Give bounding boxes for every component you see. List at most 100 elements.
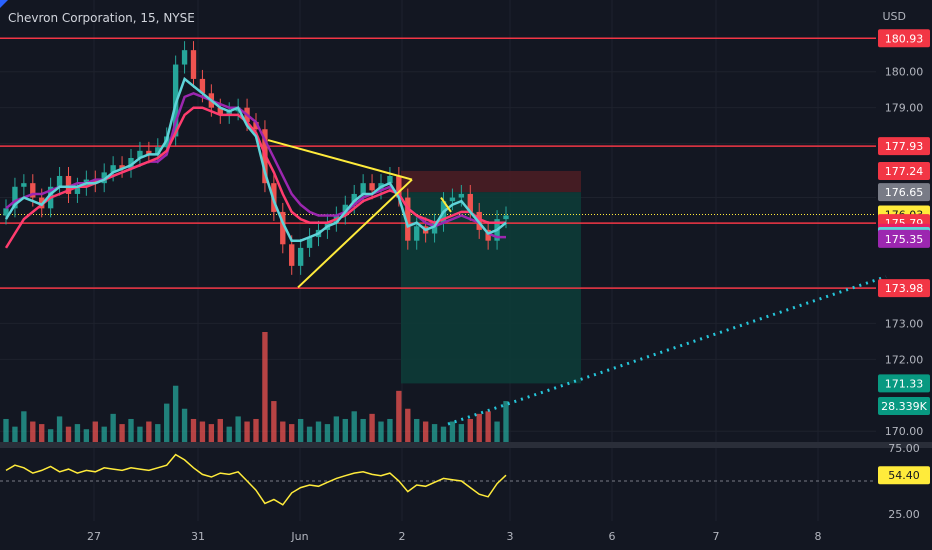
candle-body (360, 183, 366, 194)
volume-bar (467, 418, 473, 442)
time-tick-label: 6 (609, 530, 616, 543)
volume-bar (92, 421, 98, 442)
volume-bar (101, 426, 107, 442)
volume-bar (235, 416, 241, 442)
volume-bar (74, 424, 81, 442)
candle-body (128, 158, 134, 169)
volume-label-box (878, 397, 930, 415)
volume-bar (172, 385, 179, 442)
volume-bar (155, 424, 161, 442)
volume-bar (333, 416, 340, 442)
volume-bar (65, 426, 72, 442)
time-tick-label: 2 (399, 530, 406, 543)
candle-body (485, 229, 491, 241)
price-tick-label: 173.00 (885, 317, 924, 330)
rsi-value-box (878, 466, 930, 485)
candle-body (65, 175, 72, 194)
volume-bar (396, 390, 402, 442)
candle-body (110, 165, 116, 173)
volume-bar (21, 411, 27, 442)
time-tick-label: 8 (815, 530, 822, 543)
price-tick-label: 172.00 (885, 353, 924, 366)
price-label: 173.98 (885, 282, 924, 295)
volume-bar (164, 403, 170, 442)
candle-body (351, 193, 357, 205)
volume-bar (208, 424, 215, 442)
candle-body (458, 193, 465, 198)
trendline-lower (297, 178, 413, 289)
position-stop-zone (401, 170, 581, 193)
candle-body (289, 244, 295, 266)
volume-bar (494, 421, 500, 442)
volume-bar (431, 424, 438, 442)
time-tick-label: 27 (87, 530, 101, 543)
volume-bar (47, 429, 54, 442)
projection-line (447, 275, 887, 426)
volume-bar (39, 424, 45, 442)
volume-bar (244, 421, 250, 442)
price-tick-label: 179.00 (885, 102, 924, 115)
volume-bar (458, 424, 465, 442)
volume-bar (405, 408, 411, 442)
volume-bar (56, 416, 63, 442)
price-label: 177.93 (885, 140, 924, 153)
volume-bar (12, 426, 18, 442)
volume-bar (369, 413, 375, 442)
trendline-short (440, 196, 452, 213)
volume-bar (351, 411, 357, 442)
volume-bar (289, 424, 295, 442)
candle-body (467, 193, 473, 212)
rsi-tick-label: 25.00 (888, 508, 920, 521)
price-label-box (878, 183, 930, 202)
volume-bar (306, 426, 313, 442)
rsi-value-label: 54.40 (888, 469, 920, 482)
volume-bar (146, 421, 152, 442)
rsi-line (5, 453, 507, 506)
candle-body (405, 197, 411, 241)
volume-bar (324, 424, 331, 442)
price-label: 171.33 (885, 377, 924, 390)
volume-bar (190, 418, 197, 442)
volume-bar (342, 418, 348, 442)
rsi-tick-label: 75.00 (888, 442, 920, 455)
candle-body (21, 183, 27, 187)
time-tick-label: 3 (507, 530, 514, 543)
price-label-box (878, 229, 930, 248)
ma-mid-line (4, 106, 506, 249)
price-label: 180.93 (885, 32, 924, 45)
volume-bar (378, 421, 384, 442)
volume-bar (449, 421, 456, 442)
volume-bar (119, 424, 125, 442)
candle-body (369, 183, 375, 191)
volume-bar (271, 401, 277, 442)
volume-bar (387, 418, 393, 442)
volume-bar (414, 418, 420, 442)
volume-bar (226, 426, 232, 442)
time-tick-label: Jun (290, 530, 308, 543)
volume-bar (83, 429, 90, 442)
candle-body (155, 147, 161, 155)
price-label-box (878, 161, 930, 180)
volume-bar (199, 421, 206, 442)
volume-bar (181, 408, 188, 442)
price-label-box (878, 279, 930, 298)
candle-body (30, 183, 36, 198)
corner-marker-icon (0, 0, 8, 8)
candle-body (146, 150, 152, 155)
volume-bar (280, 421, 286, 442)
volume-bar (476, 413, 482, 442)
candle-body (226, 111, 232, 115)
candle-body (431, 222, 438, 234)
candle-body (253, 122, 259, 130)
volume-bar (128, 418, 134, 442)
price-tick-label: 180.00 (885, 66, 924, 79)
candle-body (137, 150, 143, 159)
price-label: 175.35 (885, 233, 924, 246)
candle-body (119, 165, 125, 169)
volume-bar (253, 418, 259, 442)
volume-label: 28.339K (881, 400, 927, 413)
price-tick-label: 170.00 (885, 425, 924, 438)
chart-title: Chevron Corporation, 15, NYSE (8, 11, 195, 25)
time-tick-label: 31 (191, 530, 205, 543)
